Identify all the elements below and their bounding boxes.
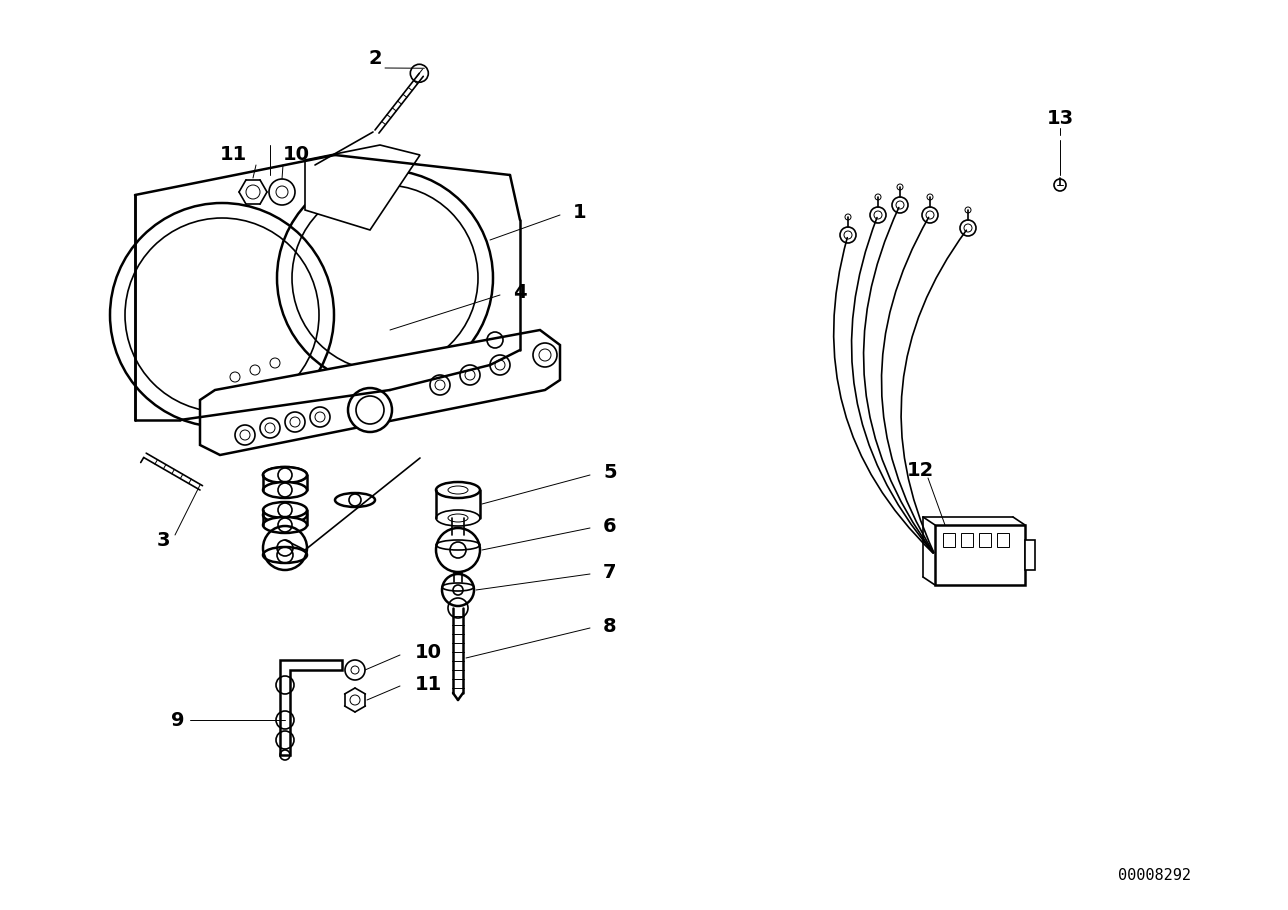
Circle shape xyxy=(348,388,392,432)
Text: 9: 9 xyxy=(171,711,185,730)
Polygon shape xyxy=(979,533,990,547)
Circle shape xyxy=(411,65,429,82)
Text: 13: 13 xyxy=(1046,108,1074,127)
Text: 11: 11 xyxy=(220,146,247,165)
Ellipse shape xyxy=(263,502,307,518)
Text: 12: 12 xyxy=(907,460,934,480)
Text: 4: 4 xyxy=(513,282,527,301)
Ellipse shape xyxy=(263,482,307,498)
Text: 10: 10 xyxy=(283,146,310,165)
Polygon shape xyxy=(961,533,972,547)
Text: 6: 6 xyxy=(603,517,617,535)
Circle shape xyxy=(893,197,908,213)
Circle shape xyxy=(960,220,976,236)
Polygon shape xyxy=(943,533,954,547)
Text: 3: 3 xyxy=(156,531,170,550)
Ellipse shape xyxy=(263,467,307,483)
Text: 10: 10 xyxy=(415,643,442,662)
Polygon shape xyxy=(935,525,1025,585)
Ellipse shape xyxy=(263,517,307,533)
Text: 5: 5 xyxy=(603,463,617,482)
Text: 8: 8 xyxy=(603,616,617,635)
Text: 11: 11 xyxy=(415,674,442,693)
Circle shape xyxy=(869,207,886,223)
Text: 7: 7 xyxy=(603,562,617,581)
Polygon shape xyxy=(997,533,1009,547)
Text: 2: 2 xyxy=(368,48,381,67)
Polygon shape xyxy=(1025,540,1036,570)
Polygon shape xyxy=(200,330,560,455)
Polygon shape xyxy=(279,660,343,755)
Circle shape xyxy=(840,227,857,243)
Polygon shape xyxy=(305,145,420,230)
Text: 00008292: 00008292 xyxy=(1118,867,1191,883)
Circle shape xyxy=(922,207,938,223)
Text: 1: 1 xyxy=(573,204,586,223)
Circle shape xyxy=(437,528,480,572)
